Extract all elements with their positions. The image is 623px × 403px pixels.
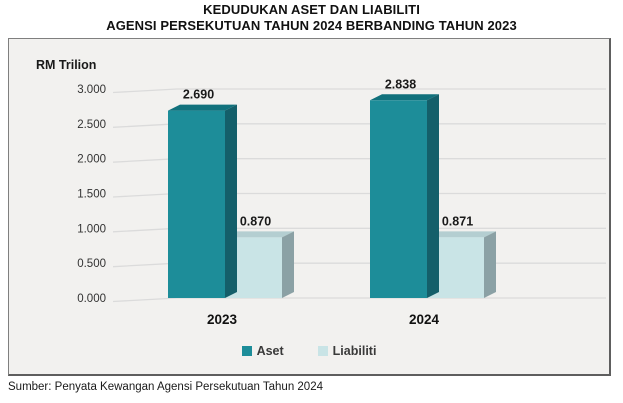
legend-item-liabiliti: Liabiliti (317, 344, 377, 358)
value-label-liabiliti-2024: 0.871 (442, 214, 473, 228)
bar-top-aset-2024 (370, 94, 439, 101)
y-tick-label: 1.500 (77, 189, 106, 201)
bar-aset-2023 (168, 110, 225, 298)
y-tick-label: 1.000 (77, 223, 106, 235)
bar-aset-2024 (370, 100, 427, 298)
bar-top-aset-2023 (168, 104, 237, 111)
y-tick-label: 3.000 (77, 84, 106, 96)
chart-title: KEDUDUKAN ASET DAN LIABILITI AGENSI PERS… (0, 2, 623, 34)
bar-side-aset-2024 (427, 94, 439, 298)
chart-frame: 3.000 2.500 2.000 1.500 1.000 0.500 0.000 RM Tr… (8, 38, 611, 376)
gridline (112, 88, 606, 94)
value-label-liabiliti-2023: 0.870 (240, 214, 271, 228)
chart-title-line1: KEDUDUKAN ASET DAN LIABILITI (203, 2, 420, 17)
legend-swatch-aset (241, 346, 252, 356)
legend-label-liabiliti: Liabiliti (332, 344, 377, 358)
x-category-label-2023: 2023 (207, 312, 238, 327)
source-note: Sumber: Penyata Kewangan Agensi Persekut… (8, 381, 323, 393)
bar-side-liabiliti-2024 (484, 231, 496, 298)
legend-label-aset: Aset (256, 344, 284, 358)
x-category-label-2024: 2024 (409, 312, 440, 327)
bar-side-liabiliti-2023 (282, 231, 294, 298)
chart-title-line2: AGENSI PERSEKUTUAN TAHUN 2024 BERBANDING… (106, 18, 517, 33)
value-label-aset-2023: 2.690 (183, 88, 214, 102)
y-tick-label: 0.500 (77, 258, 106, 270)
legend-item-aset: Aset (241, 344, 284, 358)
bar-top-liabiliti-2023 (225, 231, 294, 238)
y-tick-label: 0.000 (77, 293, 106, 305)
y-tick-label: 2.500 (77, 119, 106, 131)
bar-chart-plot: 3.000 2.500 2.000 1.500 1.000 0.500 0.000 RM Tr… (36, 58, 606, 327)
chart-legend: Aset Liabiliti (9, 344, 609, 358)
value-label-aset-2024: 2.838 (385, 77, 416, 91)
gridline (112, 297, 606, 303)
y-axis-title: RM Trilion (36, 58, 96, 72)
bar-top-liabiliti-2024 (427, 231, 496, 238)
bar-side-aset-2023 (225, 104, 237, 298)
y-tick-label: 2.000 (77, 154, 106, 166)
legend-swatch-liabiliti (317, 346, 328, 356)
